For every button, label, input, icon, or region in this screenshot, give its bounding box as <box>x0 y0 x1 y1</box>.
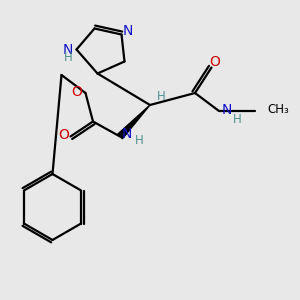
Text: CH₃: CH₃ <box>268 103 290 116</box>
Text: H: H <box>157 90 166 103</box>
Text: N: N <box>122 127 132 140</box>
Text: N: N <box>63 43 73 56</box>
Text: O: O <box>72 85 83 98</box>
Text: O: O <box>210 55 220 68</box>
Text: H: H <box>135 134 144 148</box>
Text: H: H <box>232 113 242 126</box>
Text: N: N <box>221 103 232 116</box>
Text: H: H <box>64 51 73 64</box>
Text: N: N <box>123 24 133 38</box>
Text: O: O <box>58 128 69 142</box>
Polygon shape <box>118 105 150 139</box>
